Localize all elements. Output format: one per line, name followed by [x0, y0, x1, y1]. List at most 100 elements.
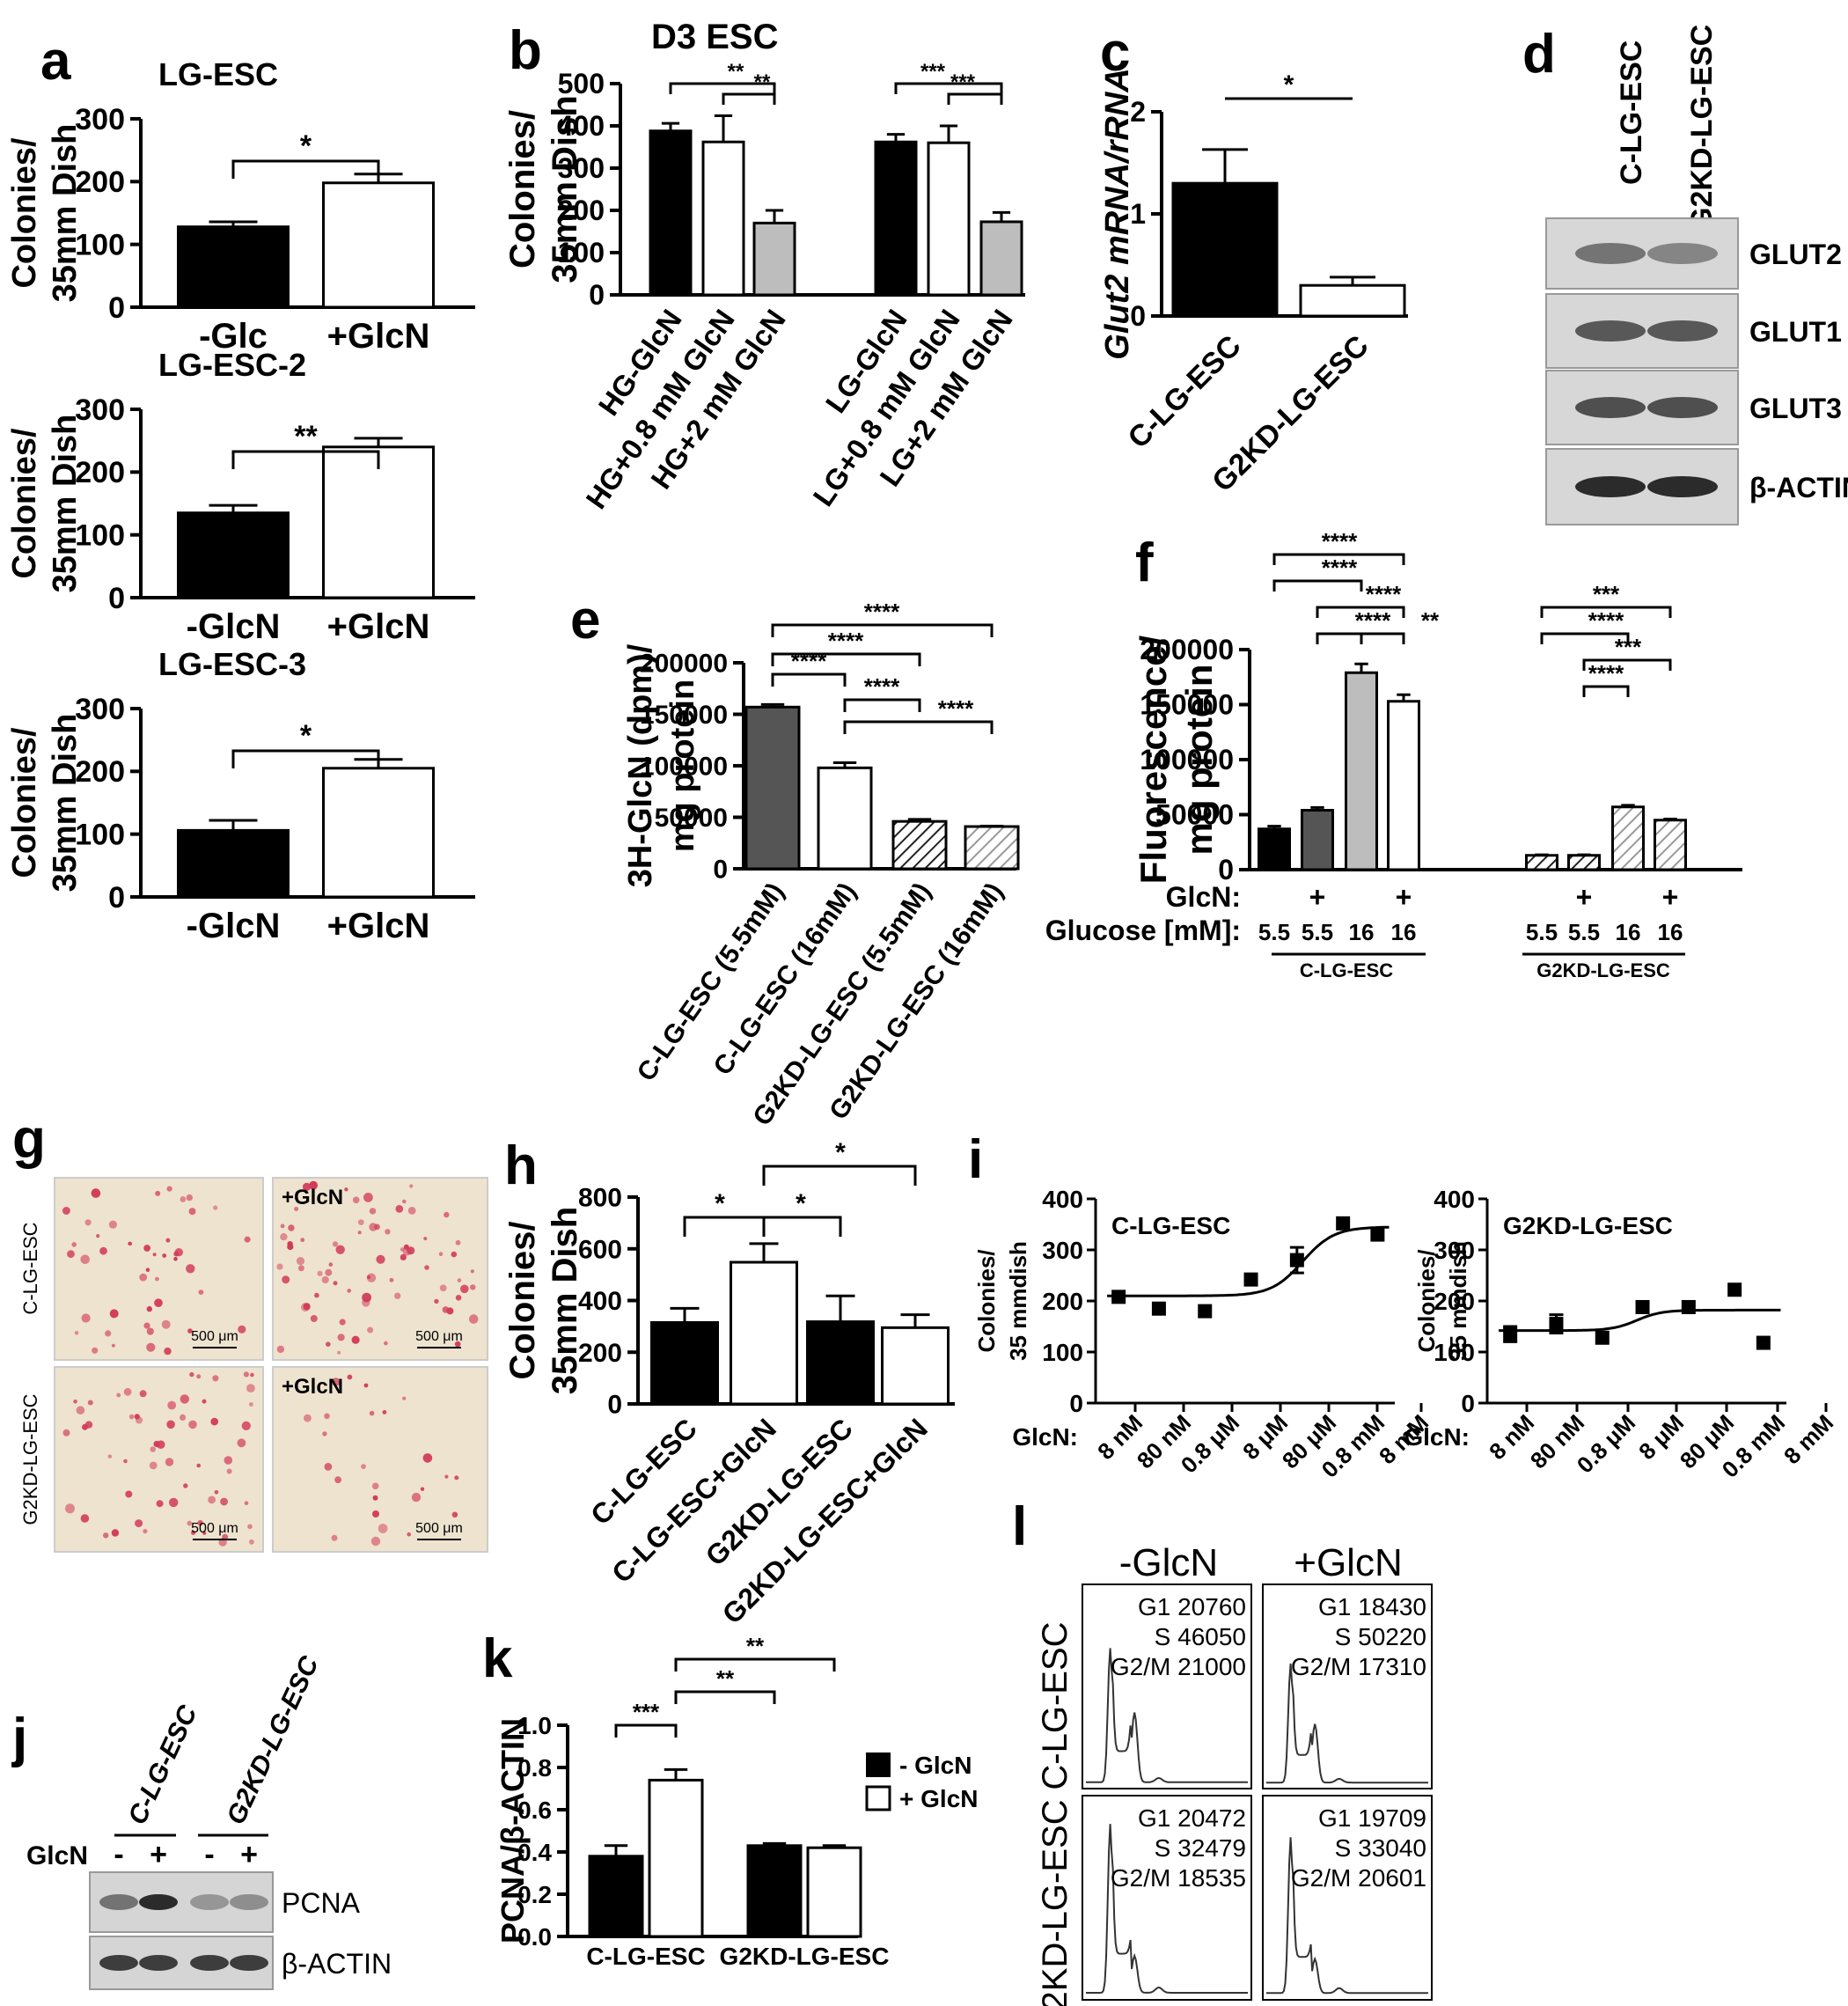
blot-band	[99, 1894, 138, 1910]
colony-dot	[303, 1303, 311, 1311]
y-tick-label: 300	[75, 103, 125, 136]
bar	[1258, 827, 1291, 871]
significance-bracket	[947, 92, 1003, 105]
bar	[1345, 671, 1378, 871]
y-axis-label: 35mm Dish	[546, 95, 584, 283]
bar	[177, 225, 290, 309]
y-axis-label: Glut2 mRNA/rRNA	[1099, 68, 1136, 359]
band-label: GLUT1	[1749, 316, 1842, 348]
bar	[979, 220, 1023, 297]
colony-dot	[434, 1298, 439, 1304]
colony-dot	[420, 1487, 425, 1491]
y-tick-label: 0.0	[517, 1923, 552, 1951]
colony-dot	[196, 1374, 202, 1379]
y-axis-label: Colonies/	[973, 1249, 1000, 1352]
significance-bracket	[231, 450, 380, 469]
data-point	[1635, 1299, 1650, 1314]
significance-label: ****	[1355, 607, 1391, 634]
bar	[177, 511, 290, 599]
glucose-value: 16	[1616, 919, 1641, 945]
colony-dot	[244, 1236, 251, 1243]
colony-dot	[347, 1374, 353, 1380]
y-tick-label: 200	[75, 456, 125, 489]
colony-dot	[92, 1347, 99, 1354]
chart-f-conditions: GlcN:Glucose [mM]: 5.5 +5.5 16 +16 5.5 +5.5 16 +…	[1045, 881, 1685, 981]
glucose-value: 16	[1658, 919, 1683, 945]
data-point	[1336, 1216, 1351, 1231]
colony-dot	[155, 1190, 161, 1196]
colony-dot	[161, 1319, 171, 1329]
chart-b: 0 100 200 300 400 500 Colonies/35mm Dish D3 ESC…	[503, 18, 1025, 515]
panel-letter-c: c	[1100, 22, 1130, 83]
blot-band	[1647, 476, 1718, 497]
bar	[744, 705, 801, 871]
glucose-value: 5.5	[1526, 919, 1558, 945]
colony-dot	[297, 1265, 304, 1272]
colony-dot	[169, 1497, 179, 1508]
y-tick-label: 100	[75, 229, 125, 262]
y-tick-label: 100	[75, 819, 125, 852]
bar	[588, 1855, 644, 1938]
y-axis-label: 35mm Dish	[47, 415, 84, 593]
colony-dot	[153, 1440, 160, 1448]
significance-label: **	[754, 70, 771, 94]
cell-cycle-stat: S 50220	[1335, 1623, 1426, 1650]
x-tick-label: 0.8 μM	[1572, 1409, 1640, 1478]
cell-cycle-stat: S 32479	[1155, 1834, 1246, 1862]
y-axis-label: 35 mmdish	[1005, 1241, 1031, 1361]
y-tick-label: 100	[558, 237, 605, 268]
colony-dot	[460, 1284, 469, 1294]
colony-dot	[166, 1186, 172, 1192]
bar	[650, 1320, 719, 1406]
panel-letter-j: j	[11, 1708, 27, 1768]
colony-dot	[186, 1264, 195, 1274]
colony-dot	[376, 1254, 385, 1264]
significance-bracket	[231, 159, 380, 179]
colony-dot	[180, 1414, 187, 1421]
colony-dot	[347, 1289, 352, 1293]
row-label: G2KD-LG-ESC	[1036, 1799, 1074, 2006]
significance-label: *	[835, 1138, 846, 1167]
colony-dot	[455, 1295, 462, 1301]
bar	[1654, 819, 1687, 871]
x-axis-label: GlcN:	[1012, 1423, 1078, 1451]
significance-label: *	[300, 719, 312, 753]
y-tick-label: 0	[1130, 300, 1146, 332]
y-tick-label: 0	[1069, 1390, 1083, 1417]
colony-dot	[455, 1239, 461, 1245]
colony-dot	[444, 1474, 449, 1479]
significance-label: ****	[864, 599, 900, 625]
y-tick-label: 0.2	[517, 1881, 552, 1908]
colony-dot	[183, 1483, 188, 1488]
significance-bracket	[1316, 606, 1405, 618]
colony-dot	[162, 1253, 167, 1258]
colony-dot	[363, 1383, 369, 1388]
significance-bracket	[683, 1216, 766, 1237]
y-axis-label: Colonies/	[503, 110, 542, 268]
significance-label: ***	[920, 60, 946, 84]
y-tick-label: 100	[1042, 1339, 1083, 1366]
colony-dot	[62, 1429, 70, 1437]
colony-dot	[191, 1530, 196, 1535]
colony-dot	[246, 1384, 255, 1392]
bar	[649, 129, 693, 297]
colony-dot	[454, 1341, 461, 1348]
data-point	[1243, 1272, 1258, 1287]
panel-letter-b: b	[509, 20, 542, 81]
y-axis-label: 3H-GlcN (dpm)/	[622, 643, 659, 887]
significance-bracket	[1540, 606, 1672, 618]
significance-label: **	[716, 1665, 735, 1692]
colony-dot	[250, 1372, 254, 1378]
scale-label: 500 μm	[415, 1329, 463, 1344]
y-axis-label: PCNA/β-ACTIN	[495, 1718, 531, 1944]
bar	[1171, 181, 1279, 318]
y-tick-label: 0.6	[517, 1797, 552, 1824]
colony-dot	[344, 1187, 348, 1192]
colony-dot	[369, 1208, 377, 1215]
colony-dot	[139, 1273, 148, 1282]
bar	[746, 1844, 803, 1938]
colony-dot	[146, 1305, 152, 1312]
colony-dot	[123, 1459, 128, 1464]
colony-dot	[173, 1257, 178, 1261]
y-tick-label: 0.4	[517, 1839, 552, 1866]
